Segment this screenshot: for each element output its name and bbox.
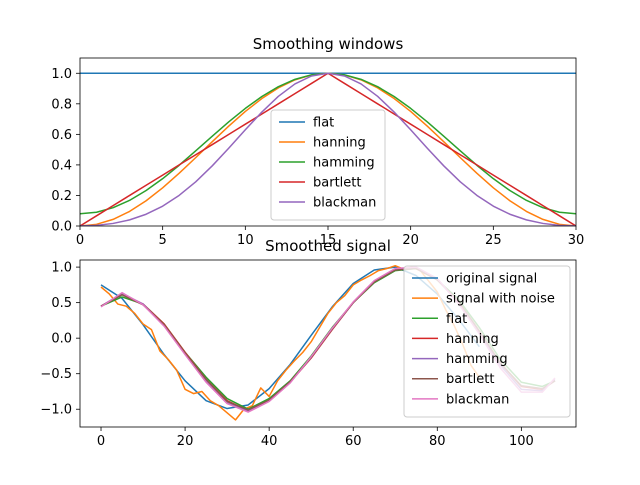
- chart2-x-tick-label: 60: [345, 434, 362, 449]
- chart2-x-tick-label: 0: [97, 434, 105, 449]
- chart1-legend-label: blackman: [313, 196, 376, 211]
- chart2-legend-label: bartlett: [446, 372, 494, 387]
- chart2-legend-label: hanning: [446, 332, 499, 347]
- chart2-legend-label: signal with noise: [446, 292, 555, 307]
- chart1: Smoothing windows 0 5 10 15 20 25 30 0.0 0.2 0.4 0.…: [51, 35, 584, 248]
- chart2-axes-frame: [79, 259, 577, 428]
- chart1-plot-area: [80, 72, 576, 226]
- chart1-x-tick-label: 10: [237, 233, 254, 248]
- chart1-y-tick-label: 0.6: [51, 128, 72, 143]
- chart2: Smoothed signal 0 20 40 60 80 100 −1.0 −0.5 0.0 0.…: [40, 237, 577, 449]
- chart1-legend-label: hamming: [313, 156, 375, 171]
- chart1-legend-label: flat: [313, 116, 334, 131]
- chart1-series-blackman-line: [80, 72, 576, 226]
- chart1-legend: flat hanning hamming bartlett blackman: [270, 109, 386, 221]
- chart2-y-tick-label: −1.0: [40, 403, 72, 418]
- chart2-y-tick-label: 1.0: [51, 261, 72, 276]
- chart2-x-tick-label: 40: [261, 434, 278, 449]
- chart2-legend-label: original signal: [446, 272, 537, 287]
- chart1-y-tick-label: 0.8: [51, 97, 72, 112]
- chart2-title: Smoothed signal: [265, 237, 391, 255]
- chart2-y-tick-label: 0.0: [51, 332, 72, 347]
- chart1-title: Smoothing windows: [253, 35, 404, 53]
- chart1-x-tick-label: 0: [76, 233, 84, 248]
- chart2-legend-label: blackman: [446, 392, 509, 407]
- chart2-legend-box: [403, 265, 571, 418]
- chart1-legend-label: hanning: [313, 136, 366, 151]
- chart2-legend: original signal signal with noise flat hann…: [403, 265, 571, 418]
- chart1-x-tick-label: 15: [320, 233, 337, 248]
- chart1-legend-label: bartlett: [313, 176, 361, 191]
- chart1-x-tick-label: 30: [568, 233, 585, 248]
- chart2-y-tick-label: −0.5: [40, 367, 72, 382]
- chart2-legend-label: flat: [446, 312, 467, 327]
- chart1-y-tick-label: 0.4: [51, 158, 72, 173]
- chart1-x-tick-label: 5: [159, 233, 167, 248]
- chart2-x-tick-label: 20: [177, 434, 194, 449]
- chart2-y-tick-label: 0.5: [51, 296, 72, 311]
- chart1-y-tick-label: 0.2: [51, 189, 72, 204]
- chart1-legend-box: [270, 109, 386, 221]
- chart1-x-tick-label: 20: [402, 233, 419, 248]
- chart1-y-tick-label: 0.0: [51, 220, 72, 235]
- chart1-x-tick-label: 25: [485, 233, 502, 248]
- chart2-x-tick-label: 80: [429, 434, 446, 449]
- chart2-legend-label: hamming: [446, 352, 508, 367]
- chart1-y-tick-label: 1.0: [51, 67, 72, 82]
- chart2-x-tick-label: 100: [509, 434, 534, 449]
